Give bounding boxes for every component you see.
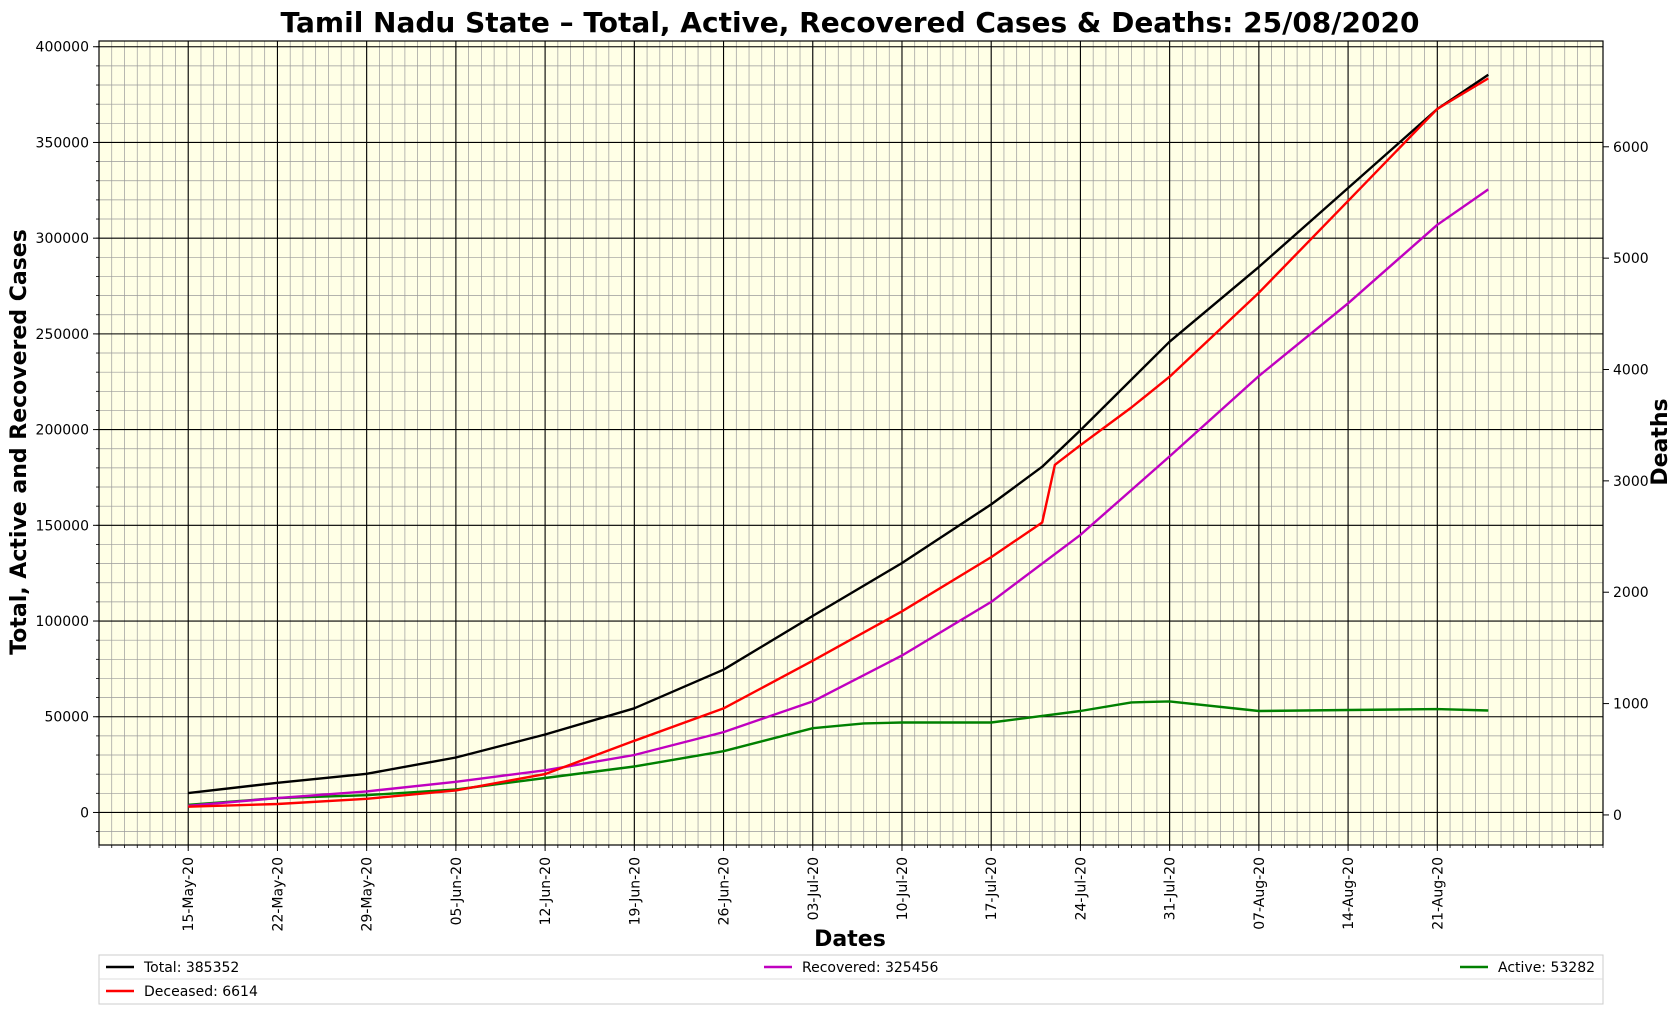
x-tick-label: 14-Aug-20 bbox=[1341, 857, 1357, 930]
chart-title: Tamil Nadu State – Total, Active, Recove… bbox=[281, 6, 1420, 39]
y-tick-label: 50000 bbox=[44, 710, 89, 726]
right-y-axis: 0 1000 2000 3000 4000 5000 6000 bbox=[1603, 140, 1649, 824]
left-y-axis: 0 50000 100000 150000 200000 250000 300000 3500… bbox=[36, 40, 99, 832]
y-tick-label: 100000 bbox=[36, 614, 89, 630]
y-axis-title: Total, Active and Recovered Cases bbox=[7, 229, 32, 655]
series-line-1 bbox=[188, 77, 1489, 808]
x-tick-label: 15-May-20 bbox=[181, 857, 197, 931]
legend-entry-recovered: Recovered: 325456 bbox=[764, 960, 939, 976]
legend: Total: 385352 Recovered: 325456 Active: … bbox=[98, 954, 1604, 1005]
y-tick-label: 0 bbox=[80, 805, 89, 821]
y2-tick-label: 5000 bbox=[1613, 251, 1649, 267]
x-tick-label: 31-Jul-20 bbox=[1163, 857, 1179, 920]
y2-axis-title: Deaths bbox=[1648, 398, 1673, 485]
y2-tick-label: 3000 bbox=[1613, 474, 1649, 490]
y-tick-label: 200000 bbox=[36, 423, 89, 439]
x-tick-label: 10-Jul-20 bbox=[895, 857, 911, 920]
x-tick-label: 24-Jul-20 bbox=[1073, 857, 1089, 920]
series-line-3 bbox=[188, 700, 1489, 806]
y2-tick-label: 6000 bbox=[1613, 140, 1649, 156]
legend-label-deceased: Deceased: 6614 bbox=[144, 984, 258, 1000]
legend-label-recovered: Recovered: 325456 bbox=[802, 960, 939, 976]
series-line-0 bbox=[188, 73, 1489, 795]
x-tick-label: 07-Aug-20 bbox=[1252, 857, 1268, 930]
y2-tick-label: 0 bbox=[1613, 808, 1622, 824]
y2-tick-label: 2000 bbox=[1613, 585, 1649, 601]
x-axis-title: Dates bbox=[814, 927, 886, 952]
series-lines bbox=[188, 73, 1489, 808]
x-tick-label: 21-Aug-20 bbox=[1430, 857, 1446, 930]
x-tick-label: 17-Jul-20 bbox=[984, 857, 1000, 920]
y-tick-label: 250000 bbox=[36, 327, 89, 343]
x-tick-label: 29-May-20 bbox=[360, 857, 376, 931]
x-tick-label: 12-Jun-20 bbox=[538, 857, 554, 925]
x-tick-label: 19-Jun-20 bbox=[627, 857, 643, 925]
y-tick-label: 300000 bbox=[36, 231, 89, 247]
y2-tick-label: 1000 bbox=[1613, 697, 1649, 713]
legend-label-active: Active: 53282 bbox=[1498, 960, 1595, 976]
y-tick-label: 400000 bbox=[36, 40, 89, 56]
x-tick-label: 05-Jun-20 bbox=[449, 857, 465, 925]
y-tick-label: 350000 bbox=[36, 135, 89, 151]
x-tick-label: 03-Jul-20 bbox=[806, 857, 822, 920]
x-tick-label: 22-May-20 bbox=[270, 857, 286, 931]
legend-entry-deceased: Deceased: 6614 bbox=[106, 984, 258, 1000]
legend-entry-total: Total: 385352 bbox=[106, 960, 239, 976]
legend-label-total: Total: 385352 bbox=[143, 960, 239, 976]
x-axis: 15-May-20 22-May-20 29-May-20 05-Jun-20 12-J… bbox=[98, 845, 1604, 931]
x-tick-label: 26-Jun-20 bbox=[717, 857, 733, 925]
y2-tick-label: 4000 bbox=[1613, 363, 1649, 379]
series-line-2 bbox=[188, 188, 1489, 807]
legend-entry-active: Active: 53282 bbox=[1460, 960, 1595, 976]
y-tick-label: 150000 bbox=[36, 518, 89, 534]
